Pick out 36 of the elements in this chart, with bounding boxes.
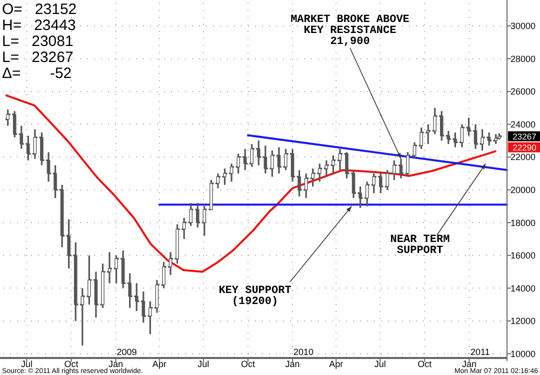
y-tick-label: 18000 — [510, 218, 536, 228]
x-tick-label: Jan — [108, 359, 124, 369]
annotation: Δ= -52 — [2, 65, 72, 82]
x-tick-label: Jan — [285, 359, 300, 369]
x-tick-label: Oct — [418, 359, 432, 369]
y-tick-label: 24000 — [510, 119, 536, 130]
line-series — [5, 94, 496, 273]
annotation: MARKET BROKE ABOVE KEY RESISTANCE 21,900 — [290, 14, 410, 48]
y-tick-label: 14000 — [510, 283, 536, 294]
annotation: L= 23267 — [2, 49, 74, 66]
x-tick-label: Jul — [374, 359, 386, 369]
y-tick-label: 16000 — [510, 250, 536, 261]
text: 23267 — [512, 131, 537, 142]
annotation: 2011 — [470, 347, 490, 357]
annotation: H= 23443 — [2, 17, 76, 34]
x-tick-label: Apr — [152, 359, 166, 369]
y-tick-label: 10000 — [510, 348, 536, 359]
y-tick-label: 26000 — [510, 86, 536, 97]
annotation: O= 23152 — [2, 1, 77, 18]
x-tick-label: Jan — [462, 359, 476, 369]
x-tick-label: Oct — [240, 359, 256, 369]
y-tick-label: 28000 — [510, 54, 536, 64]
text: 22290 — [512, 142, 537, 152]
annotation: L= 23081 — [2, 33, 74, 50]
y-tick-label: 22000 — [510, 152, 536, 162]
y-tick-label: 12000 — [510, 316, 536, 326]
x-tick-label: Oct — [64, 359, 79, 369]
y-tick-label: 30000 — [510, 21, 536, 32]
x-tick-label: Jul — [20, 359, 32, 369]
annotation: NEAR TERM SUPPORT — [390, 234, 450, 257]
y-tick-label: 20000 — [510, 184, 536, 195]
annotation: 2009 — [116, 347, 137, 357]
x-tick-label: Jul — [198, 359, 210, 369]
x-tick-label: Apr — [329, 359, 344, 369]
annotation: KEY SUPPORT (19200) — [218, 285, 292, 308]
annotation: 2010 — [294, 347, 314, 357]
